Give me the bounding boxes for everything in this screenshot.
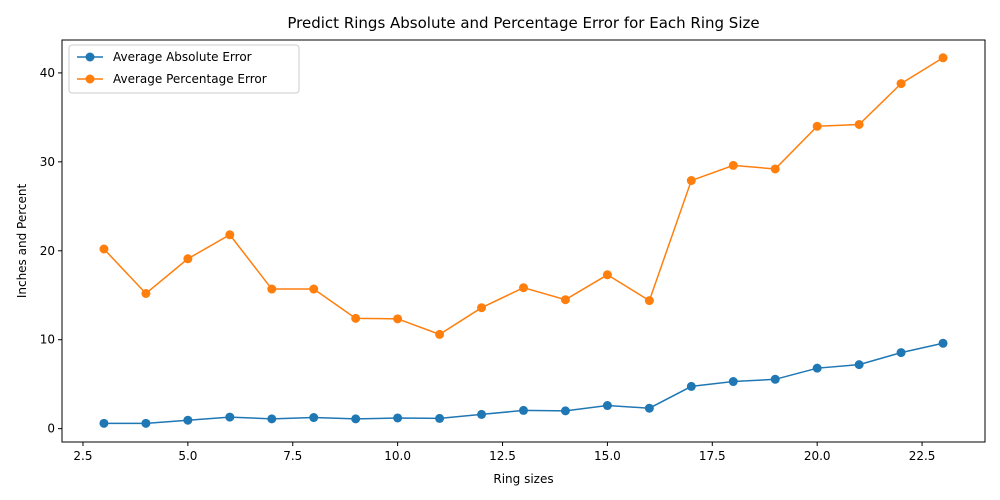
x-axis-label: Ring sizes [493, 472, 553, 486]
y-tick-label: 20 [40, 244, 55, 258]
data-point [141, 418, 151, 428]
x-tick-label: 12.5 [489, 449, 516, 463]
data-point [560, 295, 570, 305]
data-point [854, 360, 864, 370]
data-point [770, 374, 780, 384]
data-point [183, 254, 193, 264]
data-point [435, 329, 445, 339]
x-tick-label: 2.5 [73, 449, 92, 463]
data-point [686, 381, 696, 391]
data-point [728, 160, 738, 170]
data-point [812, 363, 822, 373]
data-point [309, 413, 319, 423]
data-point [141, 288, 151, 298]
legend-label: Average Absolute Error [113, 50, 252, 64]
y-tick-label: 10 [40, 333, 55, 347]
y-tick-label: 0 [47, 422, 55, 436]
data-point [183, 415, 193, 425]
chart-title: Predict Rings Absolute and Percentage Er… [287, 14, 759, 32]
y-axis-label: Inches and Percent [15, 184, 29, 299]
data-point [99, 244, 109, 254]
data-point [686, 176, 696, 186]
data-point [770, 164, 780, 174]
data-point [519, 283, 528, 293]
plot-frame [61, 39, 986, 443]
x-tick-label: 5.0 [178, 449, 197, 463]
data-point [938, 338, 948, 348]
data-point [602, 270, 612, 280]
legend-marker [85, 74, 95, 84]
x-tick-label: 10.0 [384, 449, 411, 463]
x-tick-label: 22.5 [909, 449, 936, 463]
legend: Average Absolute Error Average Percentage… [68, 44, 300, 94]
plot-area: 2.5 5.0 7.5 10.0 12.5 15.0 17.5 20.0 22.5 0 10 20 30… [40, 39, 986, 463]
legend-label: Average Percentage Error [113, 72, 267, 86]
data-point [351, 414, 361, 424]
x-tick-label: 15.0 [594, 449, 621, 463]
data-point [812, 121, 822, 131]
x-tick-label: 20.0 [804, 449, 831, 463]
data-point [602, 401, 612, 411]
data-point [477, 409, 487, 419]
legend-box [68, 44, 300, 94]
data-point [225, 230, 235, 240]
data-point [644, 296, 654, 306]
data-point [519, 405, 528, 415]
data-point [896, 348, 906, 358]
data-point [309, 284, 319, 294]
data-point [393, 314, 403, 324]
data-point [351, 313, 361, 323]
data-point [393, 413, 403, 423]
data-point [267, 414, 277, 424]
data-point [99, 418, 109, 428]
x-tick-label: 7.5 [283, 449, 302, 463]
data-point [644, 403, 654, 413]
data-point [267, 284, 277, 294]
legend-marker [85, 52, 95, 62]
y-tick-label: 30 [40, 155, 55, 169]
series-line-2 [103, 57, 944, 336]
data-point [854, 119, 864, 129]
data-point [225, 412, 235, 422]
data-point [435, 413, 445, 423]
data-point [938, 53, 948, 63]
x-tick-label: 17.5 [699, 449, 726, 463]
data-point [560, 406, 570, 416]
data-point [477, 303, 487, 313]
y-tick-label: 40 [40, 66, 55, 80]
data-point [728, 377, 738, 387]
data-point [896, 79, 906, 89]
